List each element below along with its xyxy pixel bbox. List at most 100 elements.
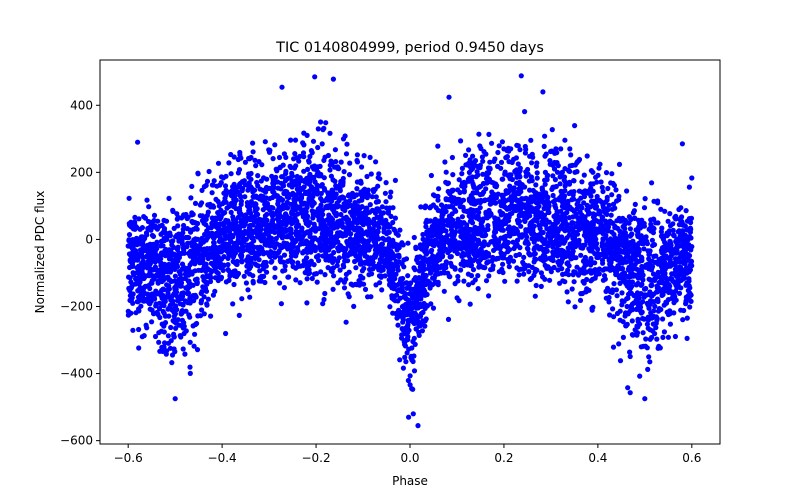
data-point — [144, 197, 150, 203]
data-point — [168, 324, 174, 331]
data-point — [594, 197, 600, 203]
data-point — [622, 247, 628, 253]
data-point — [172, 273, 178, 279]
data-point — [225, 218, 231, 224]
data-point — [290, 219, 296, 226]
data-point — [161, 227, 167, 233]
data-point — [136, 308, 142, 314]
data-point — [591, 203, 597, 209]
data-point — [307, 244, 313, 250]
data-point — [345, 193, 351, 199]
data-point — [365, 192, 371, 198]
data-point — [132, 214, 138, 220]
data-point — [572, 169, 578, 175]
data-point — [627, 290, 633, 296]
data-point — [288, 227, 294, 233]
data-point — [533, 163, 540, 169]
data-point — [126, 232, 133, 238]
data-point — [306, 262, 312, 268]
data-point — [473, 247, 479, 253]
data-point — [242, 194, 248, 200]
data-point — [306, 191, 312, 197]
data-point — [393, 243, 399, 250]
data-point — [319, 230, 326, 237]
data-point — [306, 159, 312, 165]
data-point — [201, 184, 207, 190]
data-point — [499, 139, 505, 145]
data-point — [208, 313, 214, 319]
data-point — [217, 248, 223, 254]
data-point — [530, 206, 536, 212]
data-point — [418, 296, 424, 302]
data-point — [373, 240, 379, 246]
data-point — [667, 257, 673, 263]
data-point — [505, 226, 511, 232]
data-point — [636, 295, 642, 301]
data-point — [641, 223, 648, 229]
data-point — [493, 195, 499, 201]
data-point — [250, 280, 256, 286]
data-point — [333, 212, 339, 218]
data-point — [391, 293, 397, 299]
data-point — [364, 210, 370, 216]
data-point — [528, 194, 534, 200]
data-point — [419, 328, 425, 334]
data-point — [330, 286, 336, 292]
data-point — [153, 303, 159, 309]
data-point — [486, 259, 492, 265]
data-point — [646, 305, 652, 311]
data-point — [627, 349, 633, 355]
data-point — [568, 152, 574, 158]
data-point — [580, 258, 587, 264]
data-point — [629, 318, 635, 324]
data-point — [687, 304, 693, 310]
data-point — [368, 171, 374, 177]
data-point — [514, 172, 520, 178]
data-point — [221, 190, 227, 196]
data-point — [235, 189, 241, 195]
data-point — [264, 269, 270, 275]
data-point — [128, 221, 134, 227]
data-point — [635, 229, 641, 235]
data-point — [633, 252, 639, 259]
data-point — [293, 232, 299, 238]
data-point — [611, 281, 617, 287]
data-point — [146, 204, 152, 210]
data-point — [139, 261, 145, 267]
data-point — [572, 244, 579, 250]
data-point — [220, 267, 226, 273]
data-point — [534, 170, 540, 176]
data-point — [209, 190, 215, 196]
data-point — [484, 170, 490, 176]
data-point — [348, 281, 354, 287]
data-point — [162, 253, 169, 259]
data-point — [680, 241, 686, 247]
data-point — [686, 276, 692, 282]
data-point — [662, 256, 668, 262]
data-point — [476, 131, 482, 137]
data-point — [643, 234, 649, 240]
data-point — [377, 176, 383, 182]
data-point — [295, 245, 301, 251]
data-point — [192, 331, 198, 337]
data-point — [235, 238, 241, 244]
data-point — [562, 254, 569, 260]
data-point — [323, 120, 329, 126]
data-point — [578, 252, 584, 258]
data-point — [191, 343, 197, 349]
data-point — [290, 263, 296, 270]
data-point — [367, 202, 373, 208]
data-point — [314, 279, 320, 285]
data-point — [604, 194, 610, 200]
data-point — [187, 253, 193, 259]
data-point — [470, 182, 476, 188]
data-point — [223, 330, 229, 337]
data-point — [341, 169, 347, 175]
data-point — [483, 254, 489, 260]
data-point — [397, 357, 403, 363]
data-point — [553, 217, 559, 223]
data-point — [257, 274, 263, 280]
data-point — [192, 200, 199, 206]
data-point — [379, 241, 385, 247]
data-point — [512, 230, 519, 236]
